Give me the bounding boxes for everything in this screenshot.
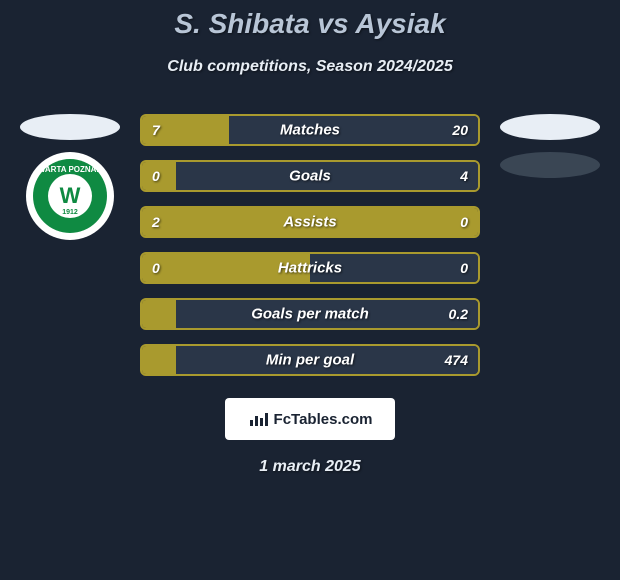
stat-row: Min per goal 474 xyxy=(140,344,480,376)
stat-label: Min per goal xyxy=(266,352,354,369)
footer-brand-text: FcTables.com xyxy=(274,411,373,428)
stat-row: Goals per match 0.2 xyxy=(140,298,480,330)
stats-bars: Matches720Goals04Assists20Hattricks00Goa… xyxy=(140,114,480,376)
left-team-badge: WARTA POZNAN W 1912 xyxy=(26,152,114,240)
chart-icon xyxy=(248,410,270,428)
content-row: WARTA POZNAN W 1912 Matches720Goals04Ass… xyxy=(0,114,620,376)
badge-year: 1912 xyxy=(62,209,78,216)
stat-value-right: 0 xyxy=(460,214,468,230)
stat-label: Goals xyxy=(289,168,331,185)
subtitle: Club competitions, Season 2024/2025 xyxy=(0,58,620,76)
stat-row: Matches 7 20 xyxy=(140,114,480,146)
badge-letter: W xyxy=(60,183,81,209)
stat-bar-left xyxy=(142,346,176,374)
badge-center: W 1912 xyxy=(48,174,92,218)
right-team-column xyxy=(498,114,602,178)
stat-row: Assists 2 0 xyxy=(140,206,480,238)
stat-value-right: 4 xyxy=(460,168,468,184)
stat-label: Goals per match xyxy=(251,306,369,323)
stat-value-left: 0 xyxy=(152,260,160,276)
stat-bar-left xyxy=(142,300,176,328)
date-label: 1 march 2025 xyxy=(0,458,620,476)
right-team-flag-ellipse-top xyxy=(500,114,600,140)
stat-value-right: 0.2 xyxy=(449,306,468,322)
right-team-flag-ellipse-bottom xyxy=(500,152,600,178)
left-team-column: WARTA POZNAN W 1912 xyxy=(18,114,122,240)
stat-value-left: 7 xyxy=(152,122,160,138)
stat-label: Assists xyxy=(283,214,336,231)
stat-bar-right xyxy=(229,116,478,144)
stat-row: Hattricks 0 0 xyxy=(140,252,480,284)
stat-label: Matches xyxy=(280,122,340,139)
left-team-flag-ellipse xyxy=(20,114,120,140)
footer-brand[interactable]: FcTables.com xyxy=(225,398,395,440)
stat-value-right: 474 xyxy=(445,352,468,368)
stat-value-right: 0 xyxy=(460,260,468,276)
stat-row: Goals 0 4 xyxy=(140,160,480,192)
stat-label: Hattricks xyxy=(278,260,342,277)
page-title: S. Shibata vs Aysiak xyxy=(0,8,620,40)
badge-ring-text: WARTA POZNAN xyxy=(38,165,102,174)
stat-value-left: 2 xyxy=(152,214,160,230)
comparison-widget: S. Shibata vs Aysiak Club competitions, … xyxy=(0,0,620,580)
stat-value-right: 20 xyxy=(452,122,468,138)
badge-inner-ring: WARTA POZNAN W 1912 xyxy=(33,159,107,233)
stat-value-left: 0 xyxy=(152,168,160,184)
